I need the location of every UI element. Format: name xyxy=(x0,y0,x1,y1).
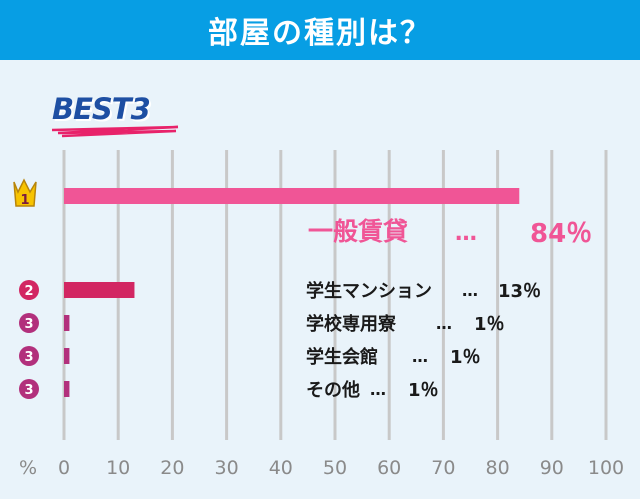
rank-label-1: 1 xyxy=(20,193,29,208)
rank-badge-icon xyxy=(19,313,39,333)
rank-label: 3 xyxy=(24,383,33,398)
category-label-4: 学生会館 xyxy=(306,346,378,368)
x-tick-label: 40 xyxy=(269,457,293,479)
rank-label: 3 xyxy=(24,350,33,365)
rank-badge-icon xyxy=(19,379,39,399)
value-label-1: 84％ xyxy=(530,219,592,249)
rank-label: 3 xyxy=(24,317,33,332)
bar-2 xyxy=(64,282,135,298)
crown-icon xyxy=(13,178,37,207)
x-tick-label: 50 xyxy=(323,457,347,479)
x-tick-label: 80 xyxy=(486,457,510,479)
separator: … xyxy=(370,380,386,399)
x-tick-label: 30 xyxy=(215,457,239,479)
x-tick-label: 10 xyxy=(106,457,130,479)
bar-1 xyxy=(64,188,520,204)
value-label-5: 1％ xyxy=(408,380,439,401)
x-tick-label: 90 xyxy=(540,457,564,479)
x-tick-label: 100 xyxy=(588,457,624,479)
x-unit-label: % xyxy=(19,457,37,479)
value-label-2: 13％ xyxy=(498,281,541,302)
rank-badge-icon xyxy=(19,346,39,366)
x-tick-label: 0 xyxy=(58,457,70,479)
bar-4 xyxy=(64,348,70,364)
separator: … xyxy=(455,221,477,246)
value-label-4: 1％ xyxy=(450,347,481,368)
best-underline-stroke xyxy=(51,125,179,138)
category-label-5: その他 xyxy=(306,379,360,401)
best-badge: BEST3 xyxy=(52,92,151,126)
rank-badge-icon xyxy=(19,280,39,300)
x-tick-label: 20 xyxy=(160,457,184,479)
bar-3 xyxy=(64,315,70,331)
category-label-1: 一般賃貸 xyxy=(308,217,408,246)
x-tick-label: 60 xyxy=(377,457,401,479)
x-tick-label: 70 xyxy=(431,457,455,479)
separator: … xyxy=(412,347,428,366)
header-bar: 部屋の種別は？ xyxy=(0,0,640,60)
value-label-3: 1％ xyxy=(474,314,505,335)
separator: … xyxy=(436,314,452,333)
category-label-3: 学校専用寮 xyxy=(306,313,397,335)
category-label-2: 学生マンション xyxy=(306,280,432,302)
separator: … xyxy=(462,281,478,300)
page-title: 部屋の種別は？ xyxy=(208,16,432,51)
rank-label: 2 xyxy=(24,284,33,299)
bar-5 xyxy=(64,381,70,397)
